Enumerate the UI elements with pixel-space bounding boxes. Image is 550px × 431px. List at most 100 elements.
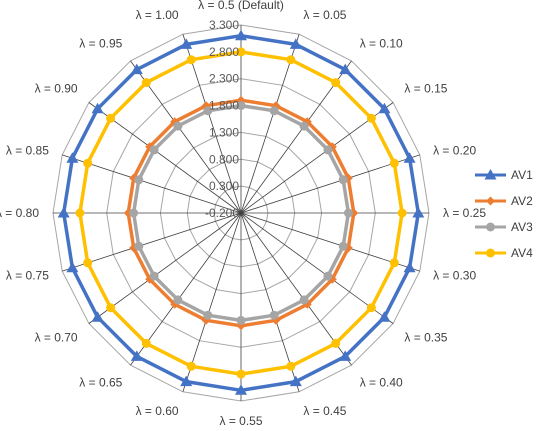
data-point <box>83 258 93 268</box>
data-point <box>180 38 193 49</box>
data-point <box>412 207 425 218</box>
data-point <box>66 261 79 273</box>
data-point <box>141 338 151 348</box>
tick-label: 1.800 <box>209 99 239 113</box>
category-label: λ = 0.55 <box>219 414 262 428</box>
category-label: λ = 0.15 <box>404 81 447 95</box>
tick-label: 0.800 <box>209 152 239 166</box>
data-point <box>203 106 213 116</box>
data-point <box>269 310 279 320</box>
data-point <box>269 106 279 116</box>
data-point <box>130 350 143 361</box>
category-labels: λ = 0.5 (Default) λ = 0.05 λ = 0.10 λ = 0.1… <box>0 0 486 428</box>
category-label: λ = 0.80 <box>0 206 39 220</box>
tick-label: 1.300 <box>209 125 239 139</box>
spoke-line <box>182 212 242 392</box>
data-point <box>186 361 196 371</box>
spoke-line <box>240 212 300 392</box>
spoke-line <box>240 212 420 272</box>
category-label: λ = 0.10 <box>360 37 403 51</box>
data-point <box>236 315 246 325</box>
legend-label: AV2 <box>511 194 533 208</box>
data-point <box>331 338 341 348</box>
data-point <box>403 261 416 273</box>
data-point <box>180 375 193 387</box>
data-point <box>339 63 352 75</box>
category-label: λ = 0.45 <box>303 404 346 418</box>
category-label: λ = 0.95 <box>79 37 122 51</box>
data-point <box>378 311 391 322</box>
data-point <box>323 145 333 155</box>
category-label: λ = 0.85 <box>6 144 49 158</box>
legend-marker <box>486 222 495 232</box>
data-point <box>236 101 246 111</box>
category-label: λ = 0.25 <box>443 206 486 220</box>
data-point <box>203 310 213 320</box>
data-point <box>403 152 416 163</box>
data-point <box>397 208 407 218</box>
legend-item-av2: AV2 <box>475 194 533 208</box>
data-point <box>299 295 309 305</box>
data-point <box>141 78 151 88</box>
legend-label: AV1 <box>511 168 533 182</box>
category-label: λ = 0.75 <box>6 268 49 282</box>
data-point <box>338 241 348 251</box>
data-point <box>149 271 159 281</box>
legend: AV1 AV2 AV3 AV4 <box>475 168 533 260</box>
data-point <box>366 113 376 123</box>
data-point <box>235 29 247 41</box>
data-point <box>289 38 302 49</box>
data-point <box>149 145 159 155</box>
data-point <box>66 152 79 163</box>
tick-label: 2.300 <box>209 72 239 86</box>
legend-label: AV3 <box>511 220 533 234</box>
data-point <box>173 121 183 131</box>
data-point <box>299 121 309 131</box>
category-label: λ = 0.35 <box>404 331 447 345</box>
category-label: λ = 0.65 <box>79 375 122 389</box>
radial-tick-labels: -0.200 0.300 0.800 1.300 1.800 2.300 2.800 3.30… <box>205 18 239 220</box>
data-point <box>173 295 183 305</box>
data-point <box>389 158 399 168</box>
data-point <box>236 47 246 57</box>
legend-item-av1: AV1 <box>475 168 533 182</box>
data-point <box>389 258 399 268</box>
category-label: λ = 0.20 <box>433 144 476 158</box>
data-point <box>134 175 144 185</box>
series-av4 <box>75 47 407 379</box>
tick-label: 0.300 <box>209 179 239 193</box>
data-point <box>130 63 143 75</box>
data-point <box>106 303 116 313</box>
data-point <box>339 350 352 361</box>
spoke-line <box>182 34 242 214</box>
data-point <box>378 102 391 114</box>
tick-label: -0.200 <box>205 206 239 220</box>
radar-grid <box>52 24 430 402</box>
data-point <box>286 55 296 65</box>
category-label: λ = 0.60 <box>136 404 179 418</box>
data-point <box>91 102 104 114</box>
legend-marker <box>486 248 495 258</box>
category-label: λ = 0.70 <box>35 331 78 345</box>
series-av1 <box>57 29 425 395</box>
data-point <box>57 207 70 218</box>
category-label: λ = 0.5 (Default) <box>198 0 284 12</box>
data-point <box>134 241 144 251</box>
data-point <box>91 311 104 322</box>
data-point <box>106 113 116 123</box>
category-label: λ = 0.90 <box>35 81 78 95</box>
data-point <box>186 55 196 65</box>
spoke-line <box>240 34 300 214</box>
category-label: λ = 0.40 <box>360 375 403 389</box>
data-point <box>129 208 139 218</box>
legend-marker <box>486 196 495 206</box>
legend-item-av3: AV3 <box>475 220 533 234</box>
spoke-line <box>62 212 242 272</box>
category-label: λ = 0.05 <box>303 8 346 22</box>
data-point <box>323 271 333 281</box>
data-point <box>343 208 353 218</box>
category-label: λ = 1.00 <box>136 8 179 22</box>
legend-label: AV4 <box>511 246 533 260</box>
data-point <box>331 78 341 88</box>
